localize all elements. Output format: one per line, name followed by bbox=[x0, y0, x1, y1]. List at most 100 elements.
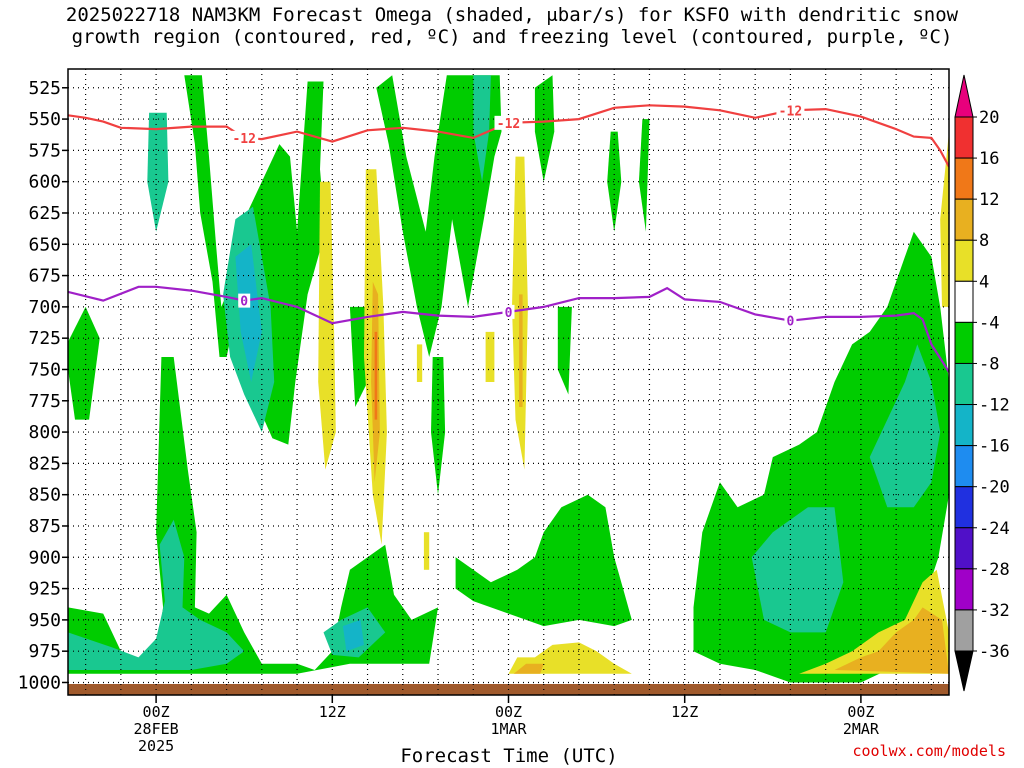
omega-region-5 bbox=[431, 357, 446, 495]
colorbar-label: -28 bbox=[979, 560, 1010, 580]
colorbar-label: -12 bbox=[979, 396, 1010, 416]
y-tick-label: 525 bbox=[28, 78, 61, 99]
colorbar-label: 8 bbox=[979, 231, 989, 251]
x-tick-label: 12Z bbox=[671, 703, 698, 721]
x-tick-label: 2MAR bbox=[843, 720, 880, 738]
contour-labels: -12 -12 -12 0 0 0 bbox=[230, 103, 805, 330]
y-tick-label: 950 bbox=[28, 610, 61, 631]
colorbar-segment-1 bbox=[954, 157, 974, 200]
colorbar-label: 4 bbox=[979, 272, 989, 292]
omega-region-32 bbox=[834, 607, 949, 674]
omega-region-21 bbox=[318, 181, 336, 470]
x-tick-label: 00Z bbox=[143, 703, 170, 721]
contour-label: -12 bbox=[779, 104, 802, 119]
contour-label-bg bbox=[776, 103, 805, 118]
credit-text: coolwx.com/models bbox=[852, 742, 1006, 760]
colorbar-bottom-arrow bbox=[954, 650, 974, 692]
y-tick-label: 625 bbox=[28, 203, 61, 224]
omega-shading bbox=[68, 75, 949, 683]
omega-region-12 bbox=[68, 519, 245, 670]
colorbar-label: -20 bbox=[979, 478, 1010, 498]
colorbar-segment-4 bbox=[954, 280, 974, 323]
x-tick-label: 1MAR bbox=[490, 720, 527, 738]
y-tick-label: 750 bbox=[28, 359, 61, 380]
colorbar-label: 12 bbox=[979, 190, 999, 210]
y-axis: 525 550 575 600 625 650 675 700 725 750 775 800 825 8… bbox=[18, 78, 68, 693]
title-line-1: 2025022718 NAM3KM Forecast Omega (shaded… bbox=[65, 4, 959, 26]
omega-region-17 bbox=[147, 112, 169, 232]
omega-region-4 bbox=[376, 75, 502, 358]
omega-region-26 bbox=[423, 532, 430, 570]
y-tick-label: 725 bbox=[28, 328, 61, 349]
contour-line-1 bbox=[68, 285, 949, 373]
omega-region-15 bbox=[751, 507, 844, 633]
x-tick-label: 00Z bbox=[495, 703, 522, 721]
x-tick-label: 2025 bbox=[138, 737, 174, 755]
omega-region-33 bbox=[513, 663, 544, 674]
omega-region-23 bbox=[416, 344, 423, 382]
omega-region-8 bbox=[638, 119, 650, 232]
omega-region-9 bbox=[534, 75, 555, 182]
omega-region-24 bbox=[485, 331, 495, 382]
x-axis-title: Forecast Time (UTC) bbox=[400, 745, 618, 767]
omega-region-10 bbox=[455, 494, 632, 627]
contour-label-bg bbox=[502, 304, 515, 319]
omega-region-19 bbox=[235, 244, 262, 382]
omega-region-34 bbox=[374, 331, 378, 420]
colorbar-label: 20 bbox=[979, 108, 999, 128]
contour-label-bg bbox=[230, 130, 259, 145]
colorbar-segment-10 bbox=[954, 527, 974, 570]
y-tick-label: 900 bbox=[28, 547, 61, 568]
colorbar-segment-0 bbox=[954, 116, 974, 159]
y-tick-label: 1000 bbox=[18, 672, 61, 693]
y-tick-label: 825 bbox=[28, 453, 61, 474]
colorbar-label: -8 bbox=[979, 354, 999, 374]
contour-label: 0 bbox=[505, 306, 513, 321]
y-tick-label: 600 bbox=[28, 172, 61, 193]
colorbar-top-arrow bbox=[954, 74, 974, 118]
colorbar-segment-5 bbox=[954, 321, 974, 364]
omega-region-0 bbox=[68, 357, 438, 683]
omega-region-29 bbox=[940, 131, 949, 307]
colorbar-segment-3 bbox=[954, 239, 974, 282]
contour-label-bg bbox=[494, 115, 523, 130]
y-tick-label: 925 bbox=[28, 579, 61, 600]
x-tick-label: 12Z bbox=[319, 703, 346, 721]
y-tick-label: 875 bbox=[28, 516, 61, 537]
contour-label: -12 bbox=[497, 117, 520, 132]
colorbar-segment-2 bbox=[954, 198, 974, 241]
omega-region-31 bbox=[519, 294, 523, 407]
colorbar-segment-8 bbox=[954, 445, 974, 488]
y-tick-label: 850 bbox=[28, 485, 61, 506]
y-tick-label: 800 bbox=[28, 422, 61, 443]
y-tick-label: 675 bbox=[28, 266, 61, 287]
omega-region-7 bbox=[607, 131, 622, 232]
colorbar-segment-9 bbox=[954, 486, 974, 529]
colorbar-label: -24 bbox=[979, 519, 1010, 539]
omega-region-1 bbox=[68, 306, 100, 420]
y-tick-label: 575 bbox=[28, 140, 61, 161]
colorbar-label: -32 bbox=[979, 601, 1010, 621]
y-tick-label: 975 bbox=[28, 641, 61, 662]
y-tick-label: 550 bbox=[28, 109, 61, 130]
colorbar-segment-7 bbox=[954, 404, 974, 447]
omega-region-6 bbox=[557, 306, 572, 395]
colorbar-label: 16 bbox=[979, 149, 999, 169]
contour-label: 0 bbox=[240, 295, 248, 310]
colorbar-segment-11 bbox=[954, 568, 974, 611]
contour-label-bg bbox=[784, 313, 797, 328]
y-tick-label: 775 bbox=[28, 391, 61, 412]
contour-label: -12 bbox=[232, 132, 255, 147]
colorbar-label: -4 bbox=[979, 313, 999, 333]
x-tick-label: 00Z bbox=[847, 703, 874, 721]
y-tick-label: 700 bbox=[28, 297, 61, 318]
chart-title: 2025022718 NAM3KM Forecast Omega (shaded… bbox=[0, 4, 1024, 48]
omega-region-16 bbox=[869, 344, 941, 508]
title-line-2: growth region (contoured, red, ºC) and f… bbox=[71, 26, 953, 48]
colorbar-segment-6 bbox=[954, 362, 974, 406]
omega-region-3 bbox=[349, 306, 368, 407]
omega-region-18 bbox=[473, 75, 491, 182]
colorbar-segment-12 bbox=[954, 609, 974, 652]
